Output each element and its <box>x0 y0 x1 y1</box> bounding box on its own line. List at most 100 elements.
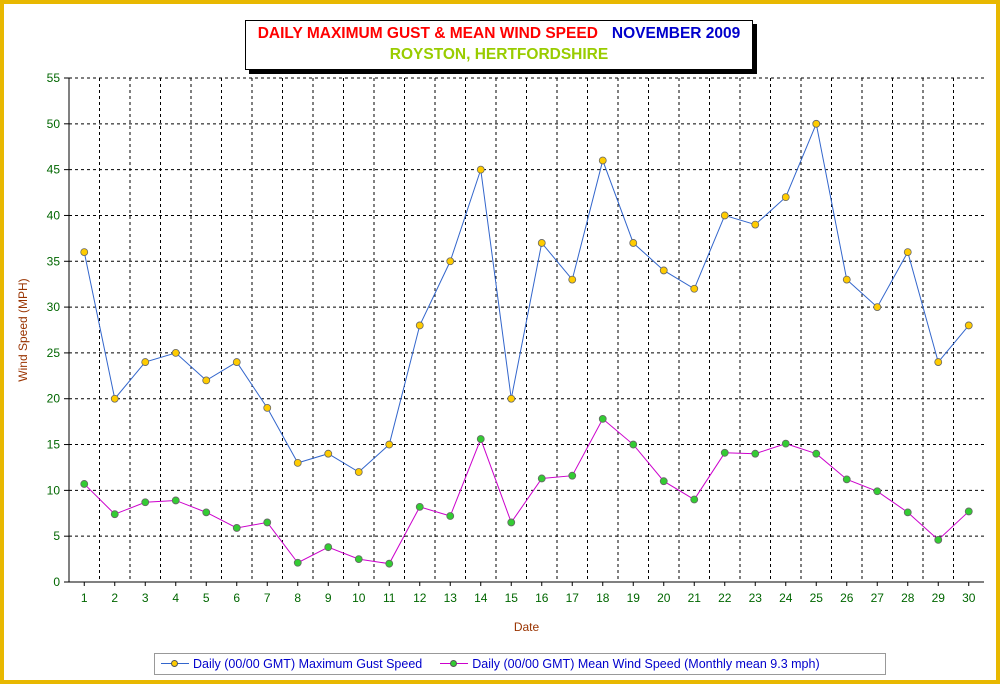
data-point-mean <box>537 474 546 483</box>
y-tick-label: 15 <box>47 438 61 452</box>
data-point-gust <box>598 156 607 165</box>
data-point-gust <box>720 211 729 220</box>
data-point-mean <box>354 555 363 563</box>
x-tick-label: 17 <box>566 591 580 605</box>
x-tick-label: 21 <box>688 591 702 605</box>
data-point-gust <box>934 358 943 366</box>
data-point-mean <box>629 440 638 449</box>
x-tick-label: 5 <box>203 591 210 605</box>
data-point-mean <box>202 508 211 517</box>
y-tick-label: 50 <box>47 117 61 131</box>
y-tick-label: 45 <box>47 163 61 177</box>
x-tick-label: 13 <box>444 591 458 605</box>
x-tick-label: 24 <box>779 591 793 605</box>
x-tick-label: 6 <box>233 591 240 605</box>
data-point-mean <box>415 502 424 511</box>
x-tick-label: 16 <box>535 591 549 605</box>
data-point-mean <box>324 543 333 552</box>
x-tick-label: 25 <box>810 591 824 605</box>
data-point-gust <box>903 248 912 257</box>
chart-title: DAILY MAXIMUM GUST & MEAN WIND SPEED <box>257 25 598 42</box>
series-line-mean <box>83 418 970 565</box>
x-tick-label: 19 <box>627 591 641 605</box>
data-point-mean <box>446 512 455 520</box>
data-point-mean <box>903 508 912 517</box>
y-tick-label: 10 <box>47 483 61 497</box>
x-tick-label: 27 <box>871 591 885 605</box>
x-tick-label: 15 <box>505 591 519 605</box>
x-tick-label: 4 <box>172 591 179 605</box>
data-point-gust <box>659 266 668 275</box>
data-point-mean <box>141 498 150 507</box>
x-tick-label: 20 <box>657 591 671 605</box>
x-tick-label: 9 <box>325 591 332 605</box>
y-tick-label: 5 <box>53 529 60 543</box>
data-point-mean <box>263 518 272 527</box>
x-tick-label: 12 <box>413 591 427 605</box>
legend-label-mean: Daily (00/00 GMT) Mean Wind Speed (Month… <box>472 657 820 671</box>
data-point-gust <box>873 303 882 311</box>
data-point-mean <box>598 414 607 423</box>
data-point-gust <box>263 403 272 412</box>
x-tick-label: 1 <box>81 591 88 605</box>
data-point-gust <box>446 257 455 266</box>
x-tick-label: 7 <box>264 591 271 605</box>
y-tick-label: 20 <box>47 392 61 406</box>
y-tick-label: 55 <box>47 71 61 85</box>
y-tick-label: 0 <box>53 575 60 589</box>
data-point-gust <box>141 358 150 366</box>
data-point-gust <box>629 239 638 247</box>
data-point-mean <box>568 471 577 480</box>
data-point-gust <box>415 321 424 330</box>
x-tick-label: 3 <box>142 591 149 605</box>
x-tick-label: 22 <box>718 591 732 605</box>
data-point-gust <box>964 321 973 330</box>
x-tick-label: 28 <box>901 591 915 605</box>
data-point-gust <box>385 440 394 449</box>
x-tick-label: 30 <box>962 591 976 605</box>
data-point-gust <box>293 458 302 467</box>
chart-title-month: NOVEMBER 2009 <box>611 25 741 42</box>
data-point-mean <box>507 518 516 527</box>
legend-label-gust: Daily (00/00 GMT) Maximum Gust Speed <box>193 657 423 671</box>
data-point-gust <box>568 275 577 284</box>
x-tick-label: 23 <box>749 591 763 605</box>
y-tick-label: 25 <box>47 346 61 360</box>
data-point-mean <box>751 449 760 458</box>
data-point-gust <box>842 275 851 284</box>
data-point-gust <box>232 358 241 366</box>
legend-item-gust: Daily (00/00 GMT) Maximum Gust Speed <box>161 657 422 671</box>
data-point-mean <box>385 559 394 568</box>
data-point-gust <box>690 284 699 293</box>
x-tick-label: 10 <box>352 591 366 605</box>
x-tick-label: 26 <box>840 591 854 605</box>
data-point-gust <box>507 394 516 403</box>
legend-swatch-mean <box>440 659 469 669</box>
data-point-gust <box>781 193 790 202</box>
data-point-mean <box>80 480 89 488</box>
data-point-mean <box>781 439 790 448</box>
data-point-gust <box>324 449 333 458</box>
data-point-mean <box>812 449 821 458</box>
data-point-gust <box>537 239 546 247</box>
data-point-mean <box>293 558 302 567</box>
data-point-mean <box>873 487 882 496</box>
y-tick-label: 35 <box>47 254 61 268</box>
data-point-mean <box>720 448 729 457</box>
x-tick-label: 8 <box>294 591 301 605</box>
data-point-mean <box>842 475 851 484</box>
data-point-mean <box>934 535 943 544</box>
x-axis-title: Date <box>514 620 540 634</box>
chart-subtitle: ROYSTON, HERTFORDSHIRE <box>389 46 609 63</box>
data-point-gust <box>751 220 760 229</box>
x-tick-label: 14 <box>474 591 488 605</box>
y-tick-label: 30 <box>47 300 61 314</box>
legend-item-mean: Daily (00/00 GMT) Mean Wind Speed (Month… <box>440 657 820 671</box>
data-point-mean <box>690 495 699 504</box>
series-line-gust <box>83 122 970 473</box>
data-point-gust <box>202 376 211 385</box>
x-tick-label: 2 <box>111 591 118 605</box>
legend-swatch-gust <box>161 659 189 669</box>
